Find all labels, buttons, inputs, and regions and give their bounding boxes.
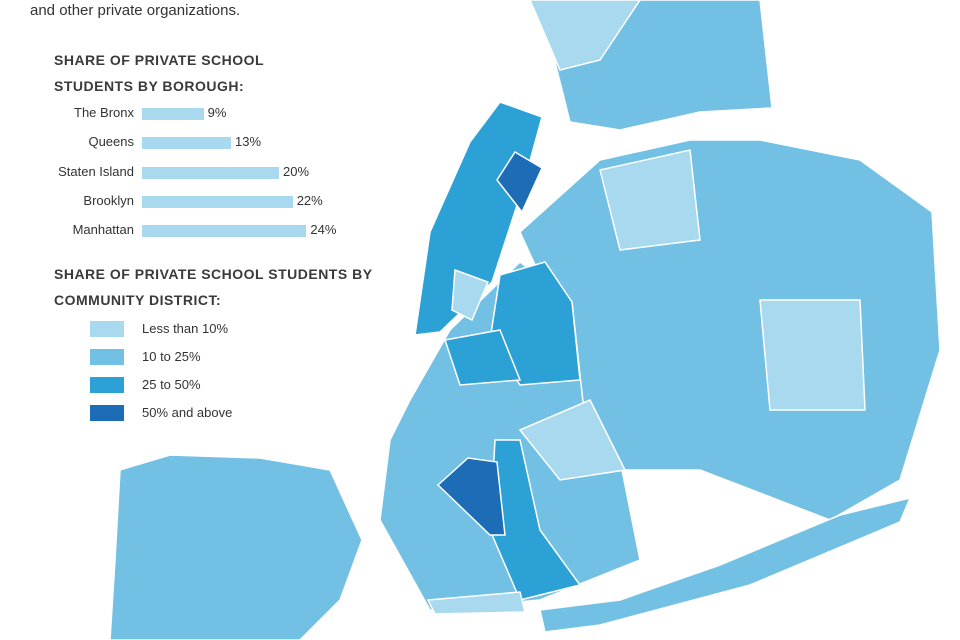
- category-label: Staten Island: [58, 163, 134, 179]
- bar: [142, 225, 307, 238]
- legend-swatch: [90, 405, 124, 421]
- staten-island: [109, 454, 363, 640]
- category-label: Queens: [88, 134, 134, 150]
- bar: [142, 195, 293, 208]
- legend-swatch: [90, 321, 124, 337]
- value-label: 20%: [283, 163, 310, 179]
- category-label: The Bronx: [74, 105, 134, 120]
- bronx-light: [529, 0, 641, 71]
- coney-island: [426, 591, 526, 615]
- legend-title: SHARE OF PRIVATE SCHOOL STUDENTS BY COMM…: [54, 266, 373, 308]
- bar: [142, 137, 232, 150]
- brooklyn-high: [436, 457, 506, 536]
- brooklyn-mid: [444, 329, 522, 386]
- value-label: 13%: [235, 134, 262, 150]
- legend-label: 10 to 25%: [142, 349, 201, 364]
- category-label: Manhattan: [72, 222, 134, 238]
- legend-label: 25 to 50%: [142, 377, 201, 392]
- value-label: 24%: [310, 222, 337, 238]
- queens-light: [759, 299, 866, 411]
- bar-title: SHARE OF PRIVATE SCHOOL STUDENTS BY BORO…: [54, 52, 264, 94]
- value-label: 22%: [296, 192, 323, 208]
- bar: [142, 166, 279, 179]
- intro-text: and other private organizations.: [30, 2, 241, 19]
- manhattan-high: [496, 150, 543, 214]
- legend-swatch: [90, 349, 124, 365]
- legend-swatch: [90, 377, 124, 393]
- legend-label: 50% and above: [142, 405, 233, 420]
- value-label: 9%: [207, 105, 227, 120]
- rockaway: [539, 496, 912, 633]
- bar: [142, 108, 204, 120]
- legend-label: Less than 10%: [142, 321, 229, 336]
- manhattan-light: [451, 268, 489, 322]
- brooklyn-light: [518, 399, 627, 481]
- category-label: Brooklyn: [83, 192, 134, 208]
- queens-light: [599, 149, 701, 251]
